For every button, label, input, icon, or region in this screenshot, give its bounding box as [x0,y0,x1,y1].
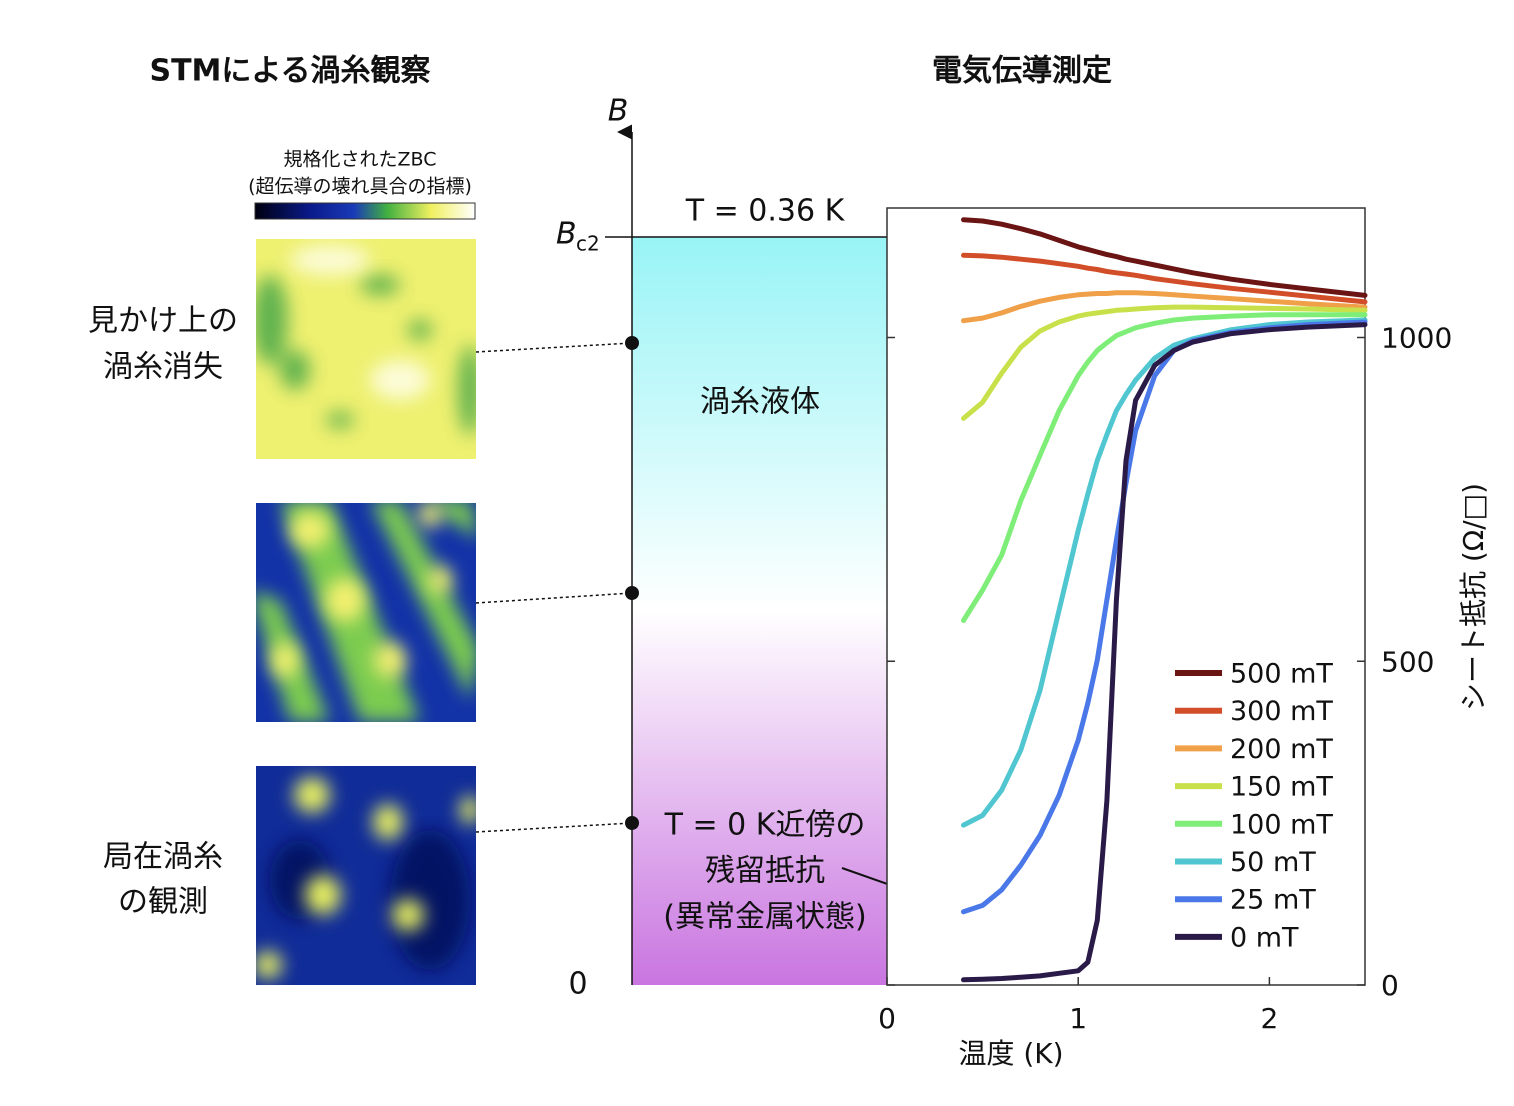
legend-label: 200 mT [1230,734,1333,765]
connector [475,342,633,833]
x-tick-label: 1 [1069,1002,1087,1035]
x-tick-label: 2 [1260,1002,1278,1035]
stm-label: 渦糸消失 [103,350,223,385]
x-tick-label: 0 [878,1002,896,1035]
y-tick-label: 500 [1381,645,1434,678]
plot: 0 1 2 0 500 1000 温度 (K) シート抵抗 (Ω/□) 500 mT 300 mT… [878,207,1490,1070]
colorbar-label: 規格化されたZBC [284,149,437,171]
data-line [961,252,1368,305]
legend-label: 100 mT [1230,809,1333,840]
stm-image [256,766,476,985]
colorbar-label: (超伝導の壊れ具合の指標) [248,176,472,198]
panel-title: 電気伝導測定 [932,54,1112,89]
stm-image [256,239,476,459]
plot-frame [886,207,1366,986]
legend-label: 500 mT [1230,659,1333,690]
bc2-subscript: c2 [576,232,600,256]
y-tick-label: 0 [1381,969,1399,1002]
legend-label: 25 mT [1230,885,1316,916]
stm-image [256,503,476,722]
data-line [961,322,1368,983]
stm-label: 局在渦糸 [103,840,223,875]
colorbar [254,202,476,220]
b-axis-label: B [608,94,629,129]
annotation: T = 0 K近傍の [664,808,866,843]
data-line [961,312,1368,623]
legend-label: 50 mT [1230,847,1316,878]
legend-label: 0 mT [1230,922,1299,953]
temperature-label: T = 0.36 K [685,194,846,229]
region-label: 渦糸液体 [700,385,820,420]
stm-label: の観測 [118,885,208,920]
stm-label: 見かけ上の [88,304,238,339]
legend-label: 300 mT [1230,696,1333,727]
x-axis-label: 温度 (K) [958,1037,1063,1070]
state-marker [625,336,639,830]
data-line [961,217,1368,298]
y-axis-label: シート抵抗 (Ω/□) [1457,483,1490,711]
data-line [961,290,1368,324]
panel-title: STMによる渦糸観察 [149,54,431,89]
y-tick-label: 1000 [1381,322,1452,355]
legend-label: 150 mT [1230,772,1333,803]
data-line [961,304,1368,421]
phase-region [632,237,887,985]
b-zero-label: 0 [568,967,587,1002]
annotation: 残留抵抗 [705,854,825,889]
bc2-label: B [556,217,577,252]
annotation: (異常金属状態) [663,900,866,935]
